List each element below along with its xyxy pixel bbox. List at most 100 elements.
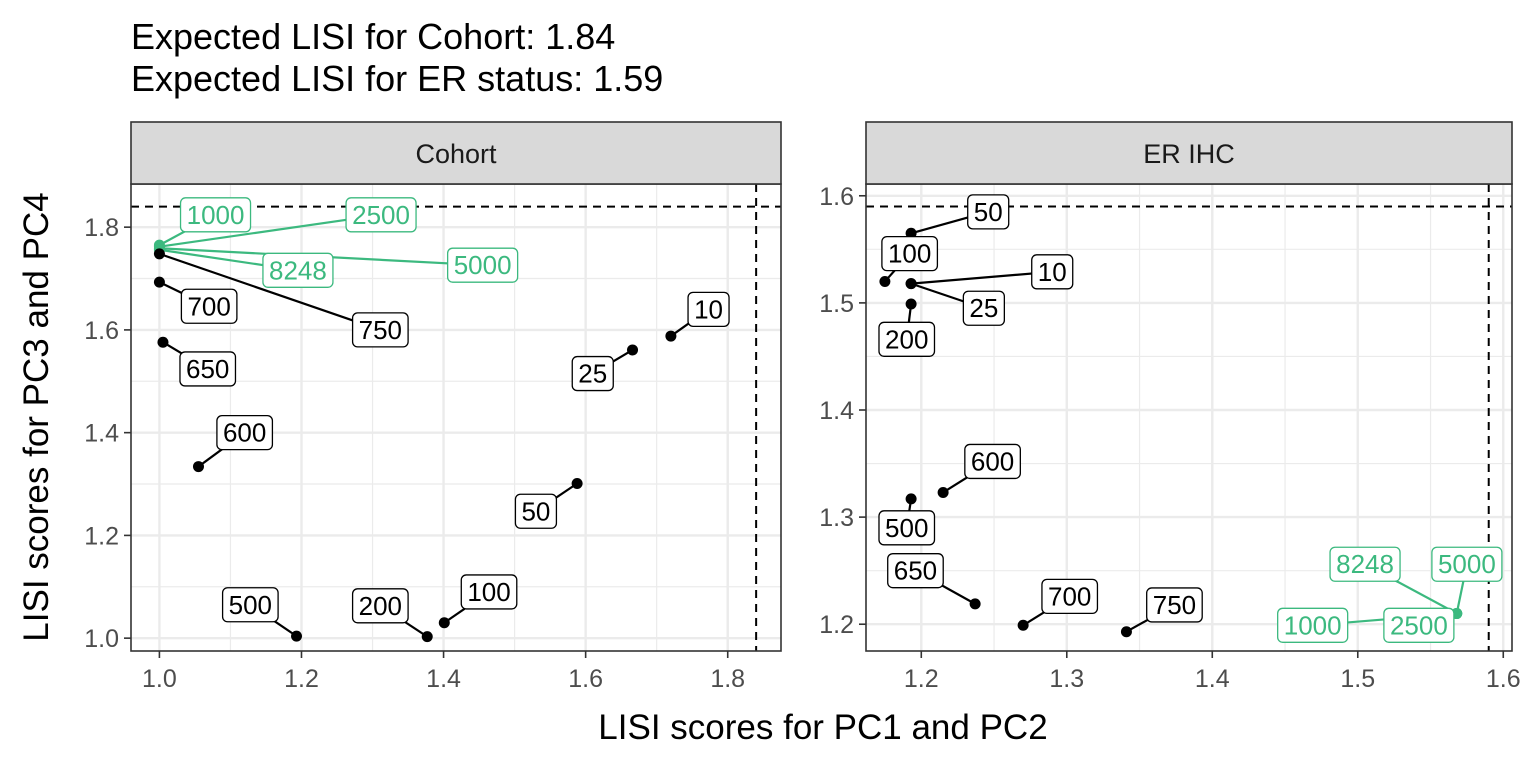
label-box <box>964 443 1021 480</box>
point-500 <box>905 493 917 505</box>
label-box <box>1383 607 1455 643</box>
point-label-10: 10 <box>1031 254 1074 290</box>
x-tick-label: 1.8 <box>710 665 745 693</box>
x-tick-label: 1.0 <box>142 665 177 693</box>
point-label-50: 50 <box>967 194 1010 230</box>
label-text: 650 <box>894 556 937 586</box>
label-box <box>881 235 939 272</box>
label-text: 100 <box>888 239 931 269</box>
label-text: 600 <box>971 446 1014 476</box>
label-box <box>1431 546 1503 582</box>
facet-strip <box>130 121 782 185</box>
label-box <box>446 247 519 283</box>
y-tick-label: 1.4 <box>84 420 119 448</box>
y-tick-label: 1.3 <box>819 504 854 532</box>
point-25 <box>905 278 917 290</box>
point-label-5000: 5000 <box>446 247 519 283</box>
leader-line-10 <box>911 270 1053 285</box>
point-750 <box>1120 626 1132 638</box>
point-label-600: 600 <box>964 443 1021 480</box>
point-100 <box>879 275 891 287</box>
point-label-500: 500 <box>878 510 936 546</box>
point-label-1000: 1000 <box>1277 607 1349 643</box>
point-label-650: 650 <box>179 351 237 387</box>
label-box <box>1041 578 1099 615</box>
point-label-8248: 8248 <box>1329 546 1401 582</box>
facet-strip-label: Cohort <box>415 139 497 169</box>
label-text: 25 <box>969 293 998 323</box>
label-box <box>262 252 334 288</box>
label-box <box>1277 607 1349 643</box>
label-text: 8248 <box>1336 549 1394 579</box>
point-750 <box>153 248 165 260</box>
label-box <box>460 574 518 610</box>
point-650 <box>969 598 981 610</box>
label-text: 500 <box>229 590 272 620</box>
y-tick-label: 1.8 <box>84 214 119 242</box>
label-text: 200 <box>885 324 928 354</box>
point-650 <box>157 336 169 348</box>
label-text: 25 <box>578 359 607 389</box>
x-tick-label: 1.2 <box>904 665 939 693</box>
label-text: 1000 <box>1284 610 1342 640</box>
facet-strip-label: ER IHC <box>1143 139 1235 169</box>
label-text: 1000 <box>187 200 245 230</box>
facet-strip <box>865 121 1513 185</box>
label-text: 8248 <box>269 255 327 285</box>
label-box <box>351 588 409 624</box>
point-label-700: 700 <box>180 288 238 324</box>
panel-1: 1000 2500 5000 8248 750 700 650 600 500 200 100 50 2… <box>84 121 782 693</box>
point-10 <box>665 330 677 342</box>
label-box <box>216 415 274 451</box>
point-label-500: 500 <box>221 587 279 623</box>
label-box <box>887 553 944 589</box>
label-box <box>962 290 1006 326</box>
point-label-100: 100 <box>881 235 939 272</box>
point-label-650: 650 <box>887 553 944 589</box>
y-tick-label: 1.4 <box>819 397 854 425</box>
point-label-5000: 5000 <box>1431 546 1503 582</box>
label-text: 200 <box>359 591 402 621</box>
x-tick-label: 1.6 <box>1486 665 1521 693</box>
label-text: 650 <box>186 354 229 384</box>
panel-2: 50 100 10 25 200 600 500 650 700 750 8248 5000 1000 2… <box>819 121 1521 693</box>
point-label-700: 700 <box>1041 578 1099 615</box>
label-text: 100 <box>467 577 510 607</box>
label-text: 2500 <box>352 200 410 230</box>
y-tick-label: 1.2 <box>84 522 119 550</box>
point-label-1000: 1000 <box>179 197 252 233</box>
y-tick-label: 1.0 <box>84 625 119 653</box>
label-text: 5000 <box>454 250 512 280</box>
point-600 <box>192 461 204 473</box>
label-box <box>571 355 614 392</box>
label-text: 750 <box>1153 590 1196 620</box>
label-box <box>179 197 252 233</box>
label-text: 500 <box>885 513 928 543</box>
point-label-600: 600 <box>216 415 274 451</box>
point-label-10: 10 <box>687 291 730 328</box>
label-text: 50 <box>974 197 1003 227</box>
point-200 <box>905 298 917 310</box>
label-text: 600 <box>223 418 266 448</box>
chart-title-line-1: Expected LISI for Cohort: 1.84 <box>131 16 615 57</box>
point-label-25: 25 <box>962 290 1006 326</box>
label-box <box>687 291 730 328</box>
label-box <box>179 351 237 387</box>
point-label-200: 200 <box>351 588 409 624</box>
label-text: 5000 <box>1438 549 1496 579</box>
point-500 <box>291 630 303 642</box>
y-tick-label: 1.2 <box>819 611 854 639</box>
point-label-200: 200 <box>878 321 936 357</box>
x-tick-label: 1.3 <box>1049 665 1084 693</box>
y-axis-title: LISI scores for PC3 and PC4 <box>17 192 56 641</box>
label-text: 700 <box>1048 581 1091 611</box>
leader-line-2500 <box>159 213 382 248</box>
label-box <box>351 312 409 348</box>
point-label-750: 750 <box>351 312 409 348</box>
point-200 <box>421 631 433 643</box>
x-tick-label: 1.4 <box>426 665 461 693</box>
label-box <box>878 321 936 357</box>
facet-panels: 1000 2500 5000 8248 750 700 650 600 500 200 100 50 2… <box>84 121 1521 693</box>
point-700 <box>153 276 165 288</box>
